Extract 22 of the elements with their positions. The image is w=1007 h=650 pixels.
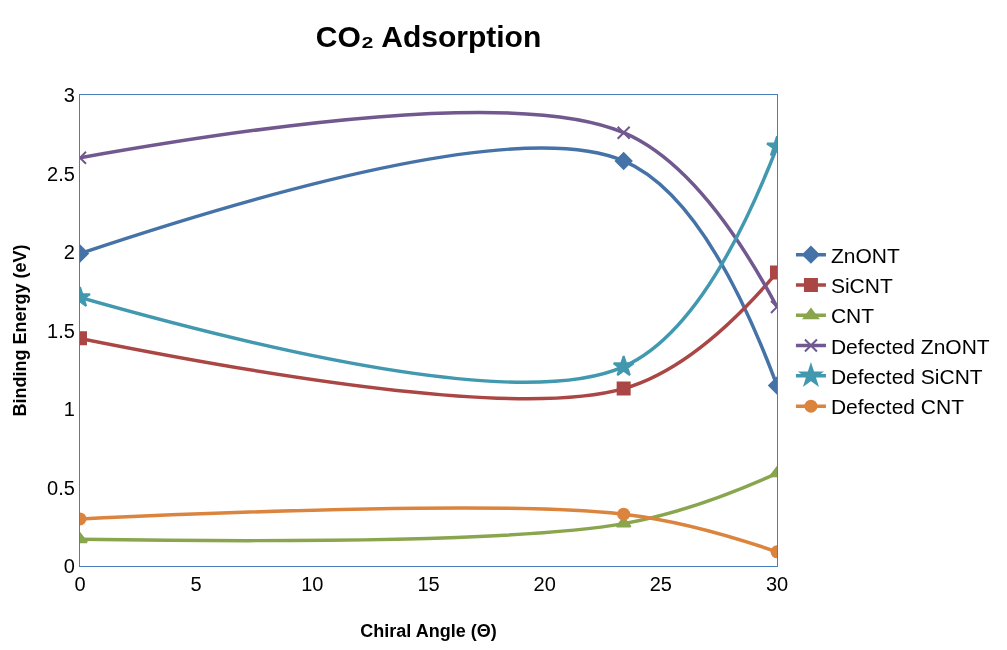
y-tick-label: 3 [63, 84, 75, 106]
y-tick-label: 0 [63, 555, 75, 577]
x-tick-label: 10 [301, 573, 324, 596]
legend-label: SiCNT [830, 274, 893, 298]
y-tick-label: 2 [63, 241, 75, 263]
legend-label: CNT [830, 304, 875, 328]
x-tick-label: 15 [417, 573, 440, 596]
x-tick-label: 20 [533, 573, 556, 596]
chart-title: CO₂ Adsorption [315, 20, 542, 53]
y-tick-label: 0.5 [47, 476, 75, 499]
x-tick-label: 5 [190, 573, 202, 596]
y-axis-title: Binding Energy (eV) [10, 244, 31, 417]
legend-label: ZnONT [830, 243, 900, 267]
x-tick-label: 25 [649, 573, 672, 596]
y-tick-label: 2.5 [47, 162, 75, 185]
legend-label: Defected ZnONT [830, 334, 990, 358]
x-tick-label: 30 [765, 573, 789, 596]
legend-label: Defected SiCNT [830, 365, 983, 389]
x-axis-title: Chiral Angle (Θ) [360, 621, 497, 642]
legend-label: Defected CNT [830, 395, 965, 419]
y-tick-label: 1.5 [47, 319, 75, 342]
y-tick-label: 1 [63, 398, 75, 420]
